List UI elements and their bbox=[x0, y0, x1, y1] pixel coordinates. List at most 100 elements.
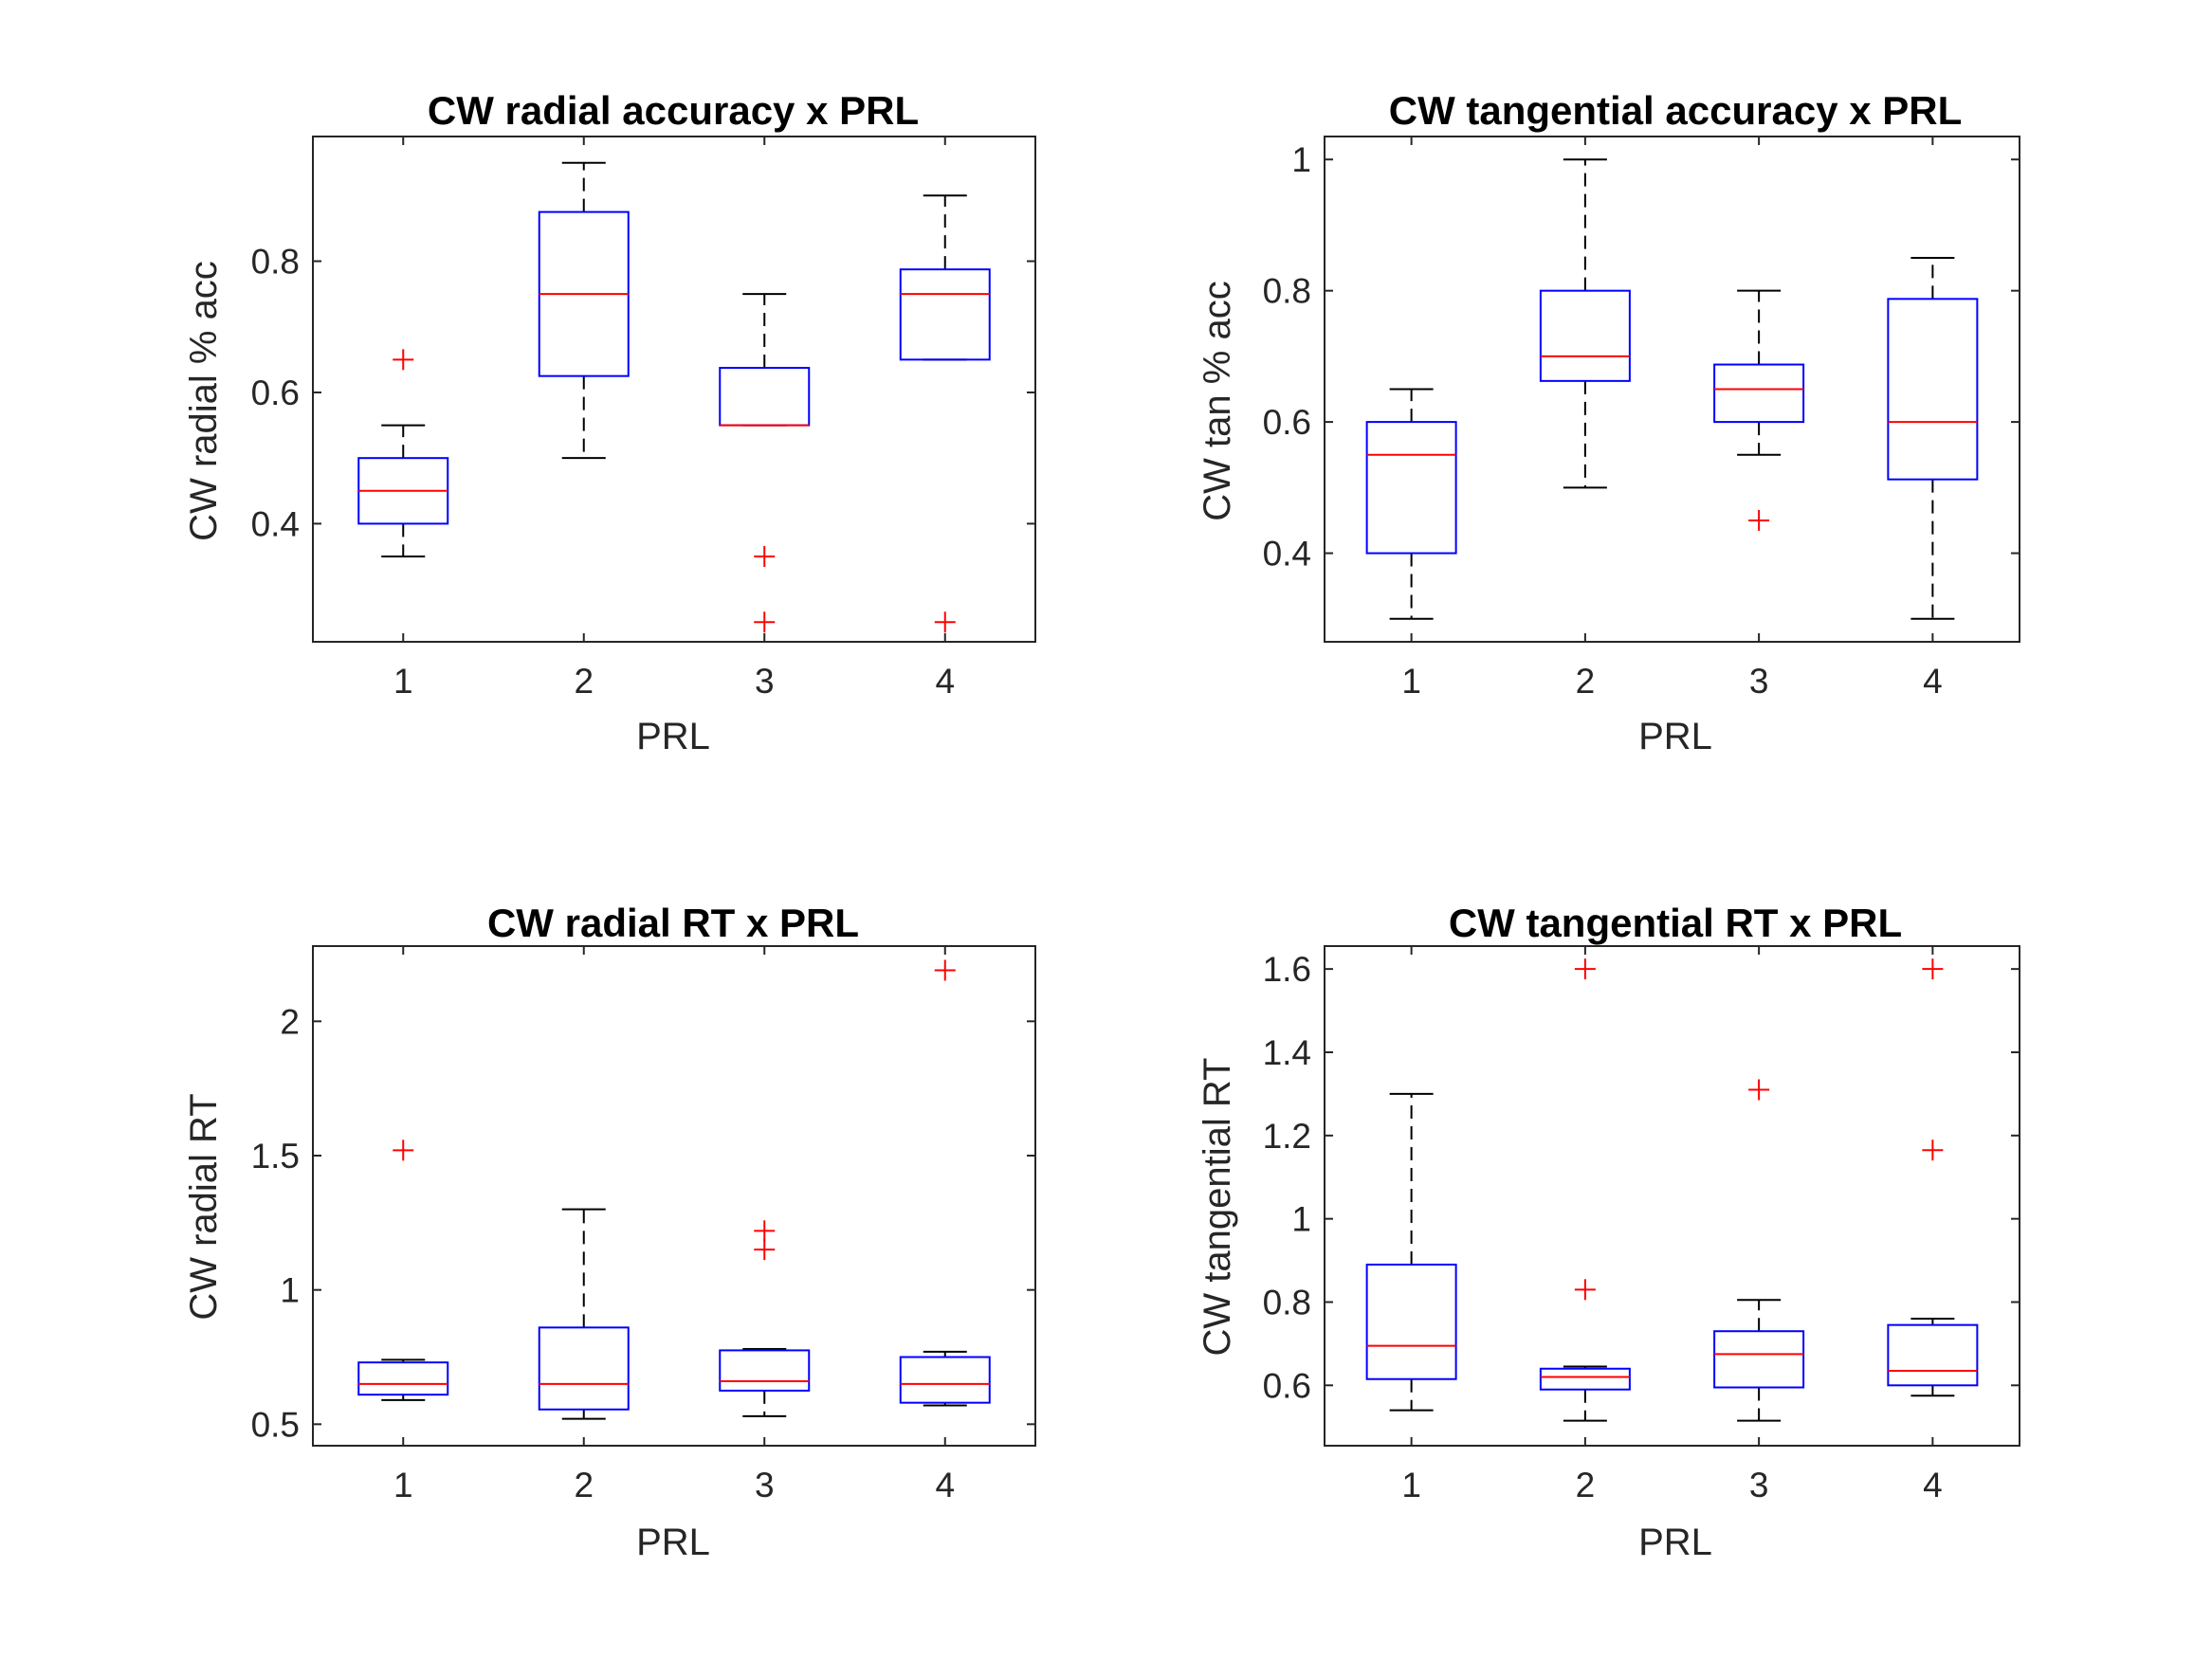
box-iqr bbox=[357, 1361, 449, 1396]
outlier-marker bbox=[754, 1220, 776, 1242]
outlier-marker bbox=[1574, 1279, 1596, 1301]
x-tick-label: 4 bbox=[1923, 662, 1943, 701]
subplot-radial-accuracy: CW radial accuracy x PRL CW radial % acc… bbox=[183, 88, 919, 757]
box-group-1 bbox=[357, 349, 449, 558]
x-axis-label: PRL bbox=[636, 716, 710, 757]
y-tick-label: 0.6 bbox=[1263, 403, 1311, 442]
axes-frame bbox=[312, 136, 1036, 643]
y-tick-label: 0.8 bbox=[1263, 1283, 1311, 1322]
box-group-4 bbox=[899, 959, 991, 1407]
outlier-marker bbox=[393, 349, 414, 371]
x-axis-label: PRL bbox=[1638, 1522, 1712, 1563]
box-group-4 bbox=[899, 194, 991, 633]
x-tick-label: 1 bbox=[393, 662, 413, 701]
box-group-3 bbox=[719, 293, 811, 633]
subplot-radial-rt: CW radial RT x PRL CW radial RT PRL bbox=[183, 901, 859, 1563]
x-tick-label: 2 bbox=[574, 662, 594, 701]
outlier-marker bbox=[1922, 958, 1944, 980]
box-iqr bbox=[899, 268, 991, 361]
chart-title: CW radial RT x PRL bbox=[487, 901, 859, 945]
outlier-marker bbox=[934, 959, 956, 981]
y-tick-label: 0.8 bbox=[251, 243, 300, 282]
outlier-marker bbox=[934, 611, 956, 633]
box-iqr bbox=[1539, 1367, 1631, 1391]
x-tick-label: 4 bbox=[935, 1466, 955, 1504]
x-axis-label: PRL bbox=[1638, 716, 1712, 757]
x-tick-label: 1 bbox=[393, 1466, 413, 1504]
box-iqr bbox=[719, 1349, 811, 1392]
chart-title: CW tangential RT x PRL bbox=[1449, 901, 1902, 945]
box-group-2 bbox=[1539, 958, 1631, 1422]
x-tick-label: 2 bbox=[1576, 662, 1596, 701]
chart-title: CW tangential accuracy x PRL bbox=[1389, 88, 1963, 133]
subplot-tangential-accuracy: CW tangential accuracy x PRL CW tan % ac… bbox=[1197, 88, 1962, 757]
y-tick-label: 0.8 bbox=[1263, 272, 1311, 311]
box-group-1 bbox=[357, 1139, 449, 1401]
box-group-4 bbox=[1887, 958, 1979, 1397]
x-tick-label: 3 bbox=[1749, 662, 1769, 701]
box-group-2 bbox=[538, 161, 630, 460]
x-axis-label: PRL bbox=[636, 1522, 710, 1563]
x-tick-label: 4 bbox=[1923, 1466, 1943, 1504]
x-tick-label: 1 bbox=[1401, 1466, 1421, 1504]
box-iqr bbox=[1887, 298, 1979, 481]
box-group-3 bbox=[1713, 1079, 1805, 1422]
x-tick-label: 4 bbox=[935, 662, 955, 701]
box-iqr bbox=[538, 1326, 630, 1411]
outlier-marker bbox=[1748, 509, 1770, 531]
y-tick-label: 1.5 bbox=[251, 1137, 300, 1176]
outlier-marker bbox=[1922, 1139, 1944, 1161]
box-group-4 bbox=[1887, 257, 1979, 620]
axes-frame bbox=[1324, 945, 2020, 1447]
y-tick-label: 1.2 bbox=[1263, 1117, 1311, 1156]
box-iqr bbox=[1539, 289, 1631, 382]
box-iqr bbox=[1887, 1323, 1979, 1387]
box-iqr bbox=[1365, 1263, 1457, 1380]
box-group-2 bbox=[1539, 158, 1631, 489]
subplot-tangential-rt: CW tangential RT x PRL CW tangential RT … bbox=[1197, 901, 1902, 1563]
y-tick-label: 0.4 bbox=[1263, 535, 1311, 574]
box-iqr bbox=[899, 1356, 991, 1404]
box-iqr bbox=[1365, 421, 1457, 555]
y-tick-label: 1.4 bbox=[1263, 1033, 1311, 1072]
y-tick-label: 1 bbox=[1291, 1200, 1311, 1239]
y-axis-label: CW radial % acc bbox=[183, 261, 225, 541]
x-tick-label: 1 bbox=[1401, 662, 1421, 701]
outlier-marker bbox=[1748, 1079, 1770, 1101]
y-axis-label: CW tangential RT bbox=[1197, 1058, 1238, 1357]
box-group-3 bbox=[719, 1220, 811, 1417]
plot-area-2: 0.4 0.6 0.8 1 1 2 3 4 bbox=[1263, 136, 2020, 701]
y-axis-label: CW tan % acc bbox=[1197, 281, 1238, 520]
outlier-marker bbox=[754, 611, 776, 633]
y-tick-label: 0.4 bbox=[251, 504, 300, 543]
y-axis-label: CW radial RT bbox=[183, 1093, 225, 1320]
x-tick-label: 3 bbox=[1749, 1466, 1769, 1504]
outlier-marker bbox=[393, 1139, 414, 1161]
y-tick-label: 0.6 bbox=[1263, 1366, 1311, 1405]
axes-frame bbox=[312, 945, 1036, 1447]
plot-area-3: 0.5 1 1.5 2 1 2 3 4 bbox=[251, 945, 1036, 1504]
y-tick-label: 0.5 bbox=[251, 1405, 300, 1444]
box-group-2 bbox=[538, 1208, 630, 1420]
box-group-3 bbox=[1713, 289, 1805, 531]
box-iqr bbox=[1713, 1330, 1805, 1389]
box-group-1 bbox=[1365, 1092, 1457, 1412]
chart-title: CW radial accuracy x PRL bbox=[428, 88, 919, 133]
y-tick-label: 1 bbox=[1291, 140, 1311, 179]
axes-frame bbox=[1324, 136, 2020, 643]
outlier-marker bbox=[1574, 958, 1596, 980]
x-tick-label: 3 bbox=[755, 1466, 775, 1504]
outlier-marker bbox=[754, 546, 776, 568]
box-group-1 bbox=[1365, 388, 1457, 620]
plot-area-4: 0.6 0.8 1 1.2 1.4 1.6 1 2 3 4 bbox=[1263, 945, 2020, 1504]
x-tick-label: 3 bbox=[755, 662, 775, 701]
outlier-marker bbox=[754, 1239, 776, 1261]
x-tick-label: 2 bbox=[574, 1466, 594, 1504]
plot-area-1: 0.4 0.6 0.8 1 2 3 4 bbox=[251, 136, 1036, 701]
y-tick-label: 1 bbox=[280, 1271, 300, 1310]
box-iqr bbox=[1713, 363, 1805, 424]
y-tick-label: 2 bbox=[280, 1002, 300, 1041]
y-tick-label: 1.6 bbox=[1263, 950, 1311, 989]
